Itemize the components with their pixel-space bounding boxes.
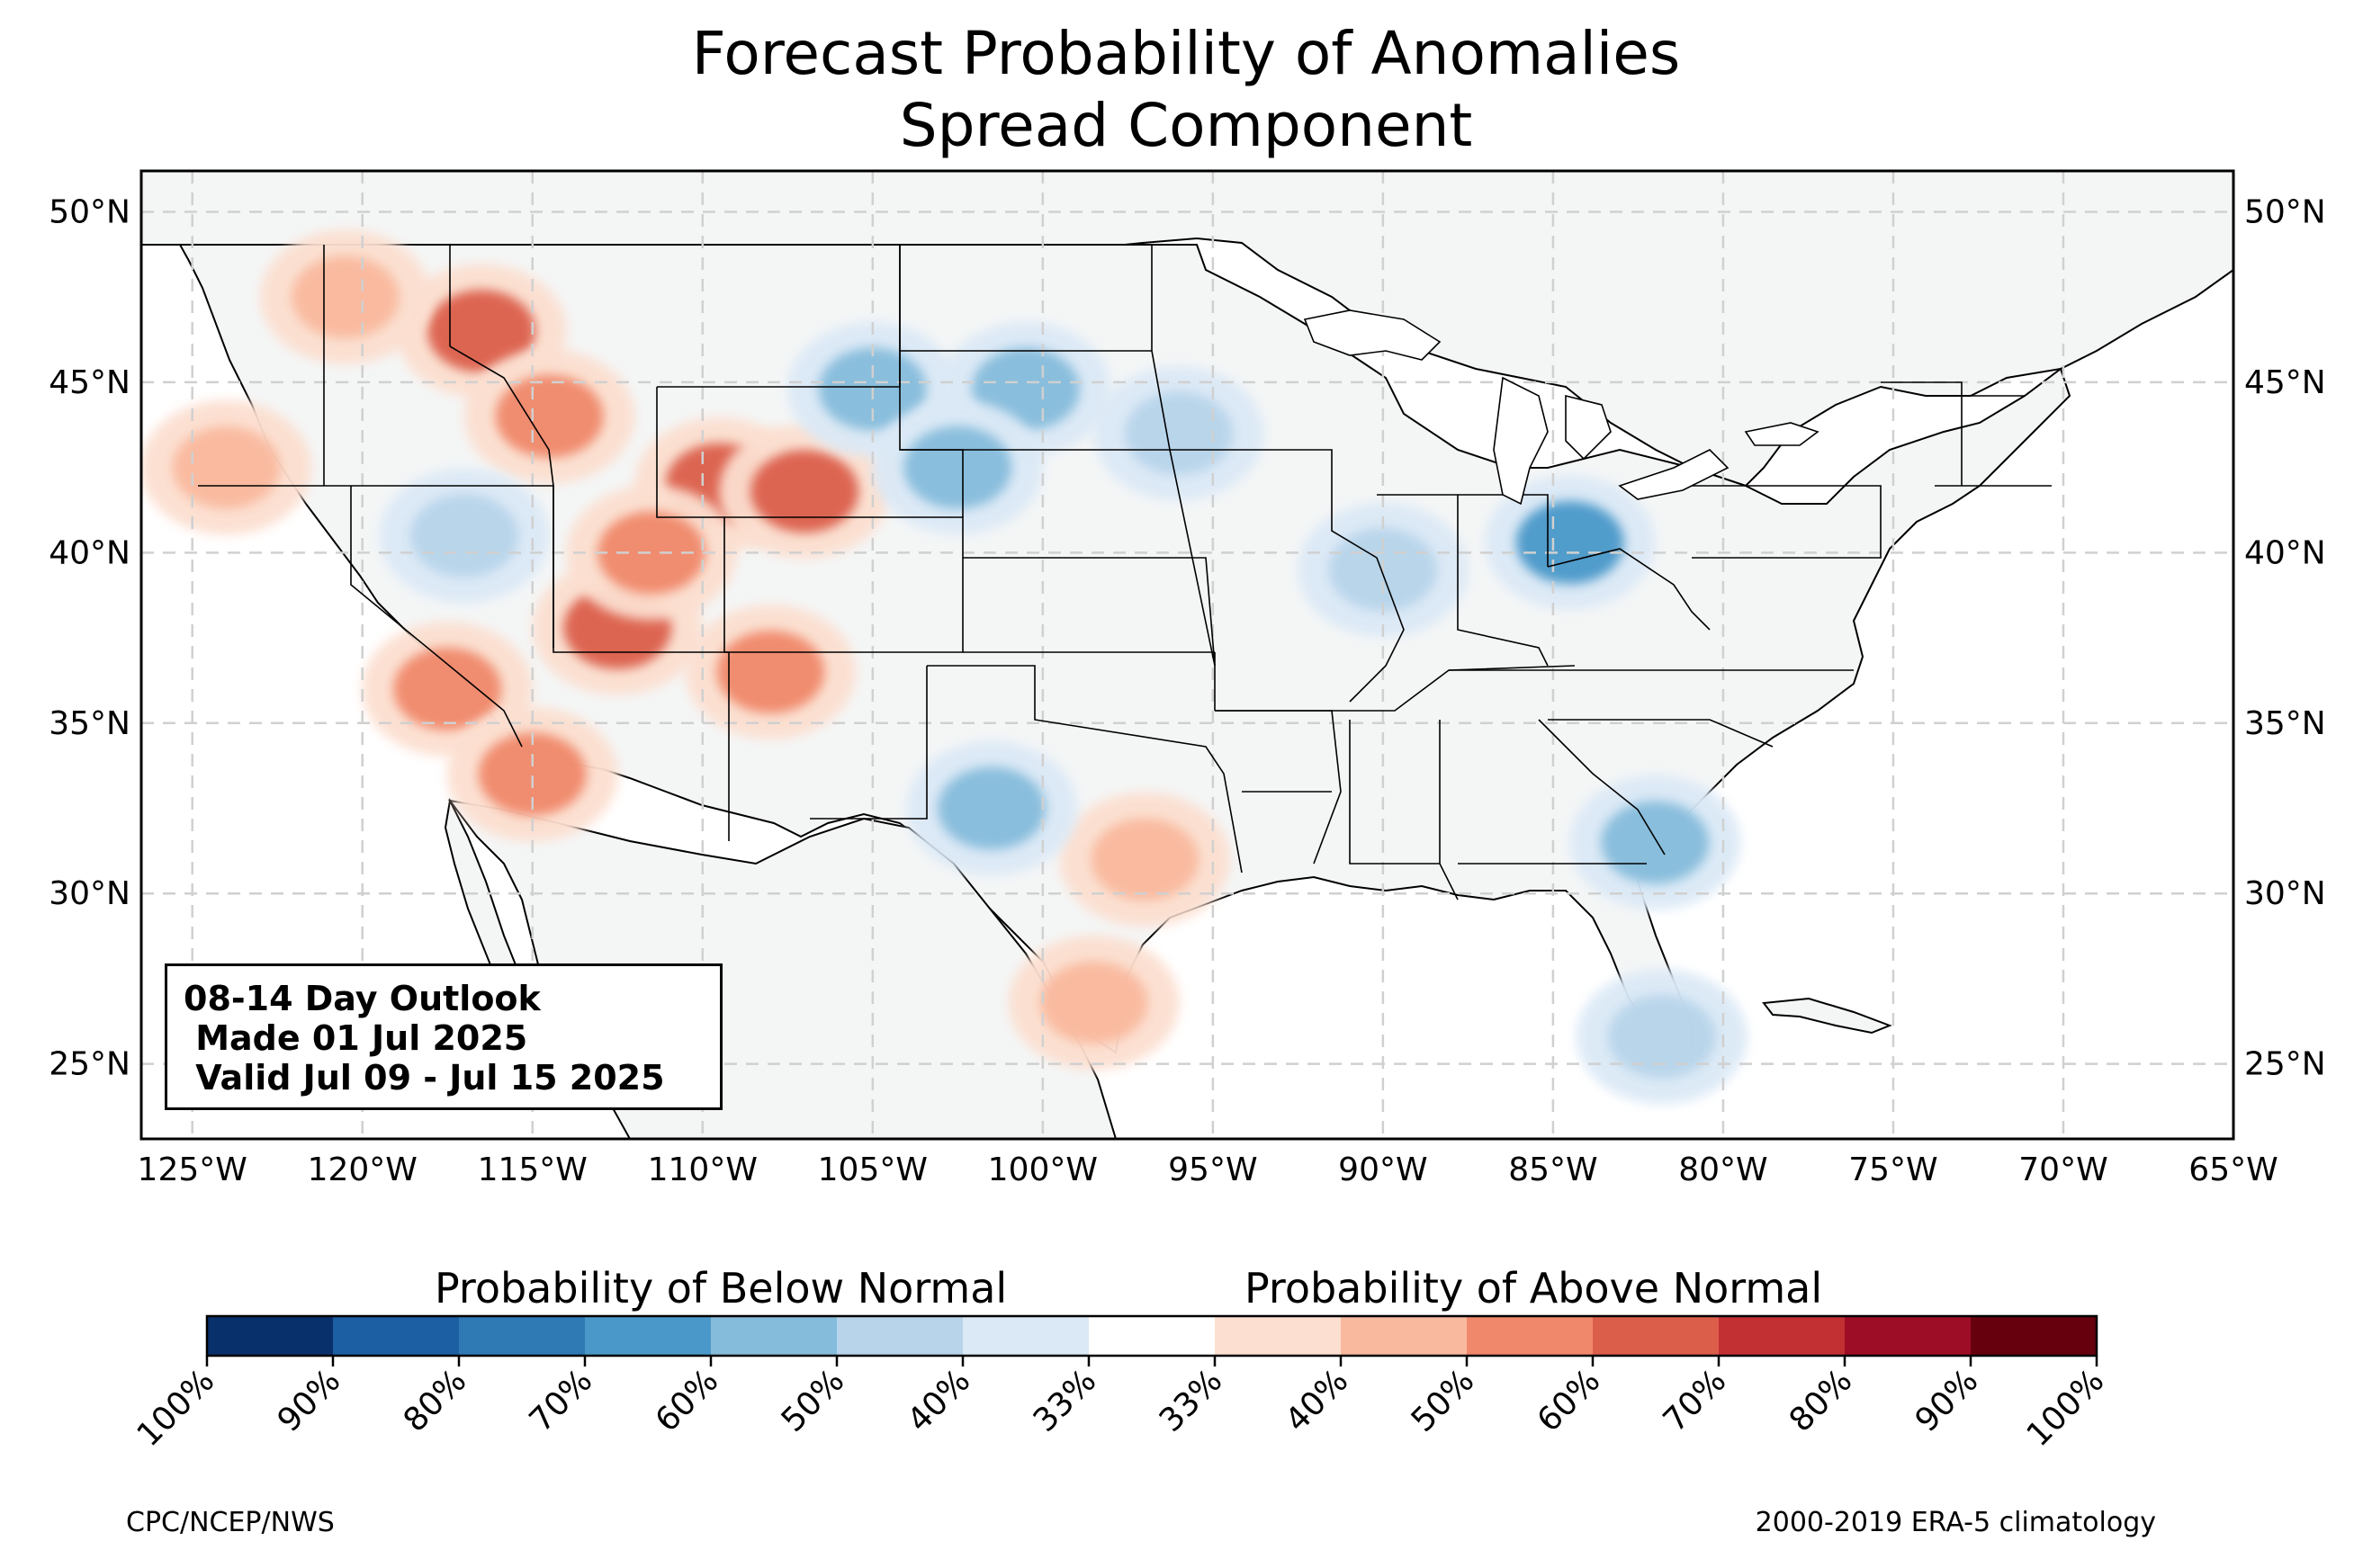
lon-tick-label: 125°W [138, 1151, 247, 1188]
lat-labels-left: 25°N 30°N 35°N 40°N 45°N 50°N [49, 193, 130, 1082]
title-line-1: Forecast Probability of Anomalies [691, 19, 1681, 88]
below-normal-core [410, 494, 519, 578]
above-normal-core [716, 630, 825, 713]
colorbar-swatch [1341, 1316, 1468, 1356]
lon-tick-label: 120°W [308, 1151, 418, 1188]
footer-climatology: 2000-2019 ERA-5 climatology [1755, 1507, 2156, 1538]
colorbar-tick-label: 33% [1153, 1362, 1230, 1439]
colorbar-swatch [459, 1316, 586, 1356]
colorbar-tick-label: 40% [1279, 1362, 1356, 1439]
colorbar-tick-label: 60% [1531, 1362, 1608, 1439]
lat-tick-label: 50°N [2244, 193, 2326, 230]
colorbar-above-title: Probability of Above Normal [1244, 1264, 1823, 1313]
lon-tick-label: 80°W [1678, 1151, 1767, 1188]
lon-tick-label: 95°W [1168, 1151, 1257, 1188]
colorbar-swatch [1467, 1316, 1594, 1356]
colorbar-tick-label: 100% [130, 1362, 222, 1454]
colorbar-outline [205, 1314, 2098, 1357]
anomaly-layer [141, 229, 1748, 1105]
lon-tick-label: 105°W [818, 1151, 928, 1188]
colorbar-tick-label: 90% [271, 1362, 348, 1439]
below-normal-core [1601, 801, 1710, 884]
lat-tick-label: 45°N [2244, 364, 2326, 401]
colorbar-swatch [1089, 1316, 1216, 1356]
colorbar-swatch [1971, 1316, 2098, 1356]
colorbar-tick-label: 80% [1783, 1362, 1860, 1439]
land-cuba [1762, 997, 1892, 1035]
lat-tick-label: 25°N [49, 1046, 130, 1083]
great-lakes [1303, 309, 1819, 506]
map-frame [139, 169, 2235, 1141]
colorbar-swatch [711, 1316, 838, 1356]
outlook-made-date: Made 01 Jul 2025 [184, 1018, 528, 1058]
colorbar-tick-label: 70% [523, 1362, 600, 1439]
land-canada [141, 171, 2233, 488]
colorbar-swatch [585, 1316, 712, 1356]
lon-tick-label: 85°W [1508, 1151, 1597, 1188]
lon-tick-label: 100°W [988, 1151, 1098, 1188]
lat-tick-label: 40°N [49, 534, 130, 571]
colorbar-tick-label: 50% [775, 1362, 852, 1439]
lat-tick-label: 30°N [2244, 875, 2326, 912]
title-line-2: Spread Component [899, 91, 1473, 160]
lon-tick-label: 90°W [1338, 1151, 1427, 1188]
colorbar-tick-label: 50% [1405, 1362, 1482, 1439]
lon-tick-label: 75°W [1848, 1151, 1937, 1188]
lon-tick-label: 115°W [478, 1151, 588, 1188]
outlook-valid-range: Valid Jul 09 - Jul 15 2025 [184, 1058, 665, 1098]
lat-labels-right: 25°N 30°N 35°N 40°N 45°N 50°N [2244, 193, 2326, 1082]
above-normal-core [291, 255, 400, 339]
lat-tick-label: 40°N [2244, 534, 2326, 571]
colorbar-swatch [963, 1316, 1090, 1356]
colorbar-tick-label: 60% [649, 1362, 726, 1439]
colorbar-swatch [1845, 1316, 1972, 1356]
above-normal-core [495, 374, 604, 458]
colorbar-swatch [1215, 1316, 1342, 1356]
lat-tick-label: 50°N [49, 193, 130, 230]
colorbar-tick-label: 90% [1909, 1362, 1986, 1439]
lon-tick-label: 70°W [2018, 1151, 2107, 1188]
lon-tick-label: 65°W [2188, 1151, 2278, 1188]
colorbar-ticks: 100% 90% 80% 70% 60% 50% 40% 33% 33% 40% 50% 60% 70%… [130, 1356, 2112, 1454]
lon-tick-label: 110°W [648, 1151, 758, 1188]
lat-tick-label: 35°N [49, 705, 130, 742]
colorbar-tick-label: 40% [901, 1362, 978, 1439]
lat-tick-label: 30°N [49, 875, 130, 912]
colorbar-tick-label: 80% [397, 1362, 474, 1439]
below-normal-core [938, 766, 1047, 850]
above-normal-core [478, 732, 587, 816]
colorbar-below-title: Probability of Below Normal [435, 1264, 1008, 1313]
lat-tick-label: 35°N [2244, 705, 2326, 742]
colorbar-swatch [1719, 1316, 1846, 1356]
footer-source: CPC/NCEP/NWS [126, 1507, 335, 1538]
above-normal-core [172, 426, 281, 509]
above-normal-core [1091, 818, 1199, 901]
below-normal-core [1125, 391, 1234, 475]
below-normal-core [1607, 995, 1716, 1079]
outlook-period: 08-14 Day Outlook [184, 979, 541, 1018]
colorbar-swatch [333, 1316, 460, 1356]
above-normal-core [427, 290, 536, 373]
colorbar-swatch [1593, 1316, 1720, 1356]
above-normal-core [1039, 961, 1148, 1044]
state-borders [198, 245, 2052, 900]
outlook-info-box: 08-14 Day Outlook Made 01 Jul 2025 Valid… [165, 963, 723, 1110]
lat-tick-label: 45°N [49, 364, 130, 401]
below-normal-core [903, 426, 1012, 509]
colorbar-swatch [837, 1316, 964, 1356]
colorbar [205, 1314, 2098, 1357]
map-title: Forecast Probability of Anomalies Spread… [0, 18, 2372, 162]
lat-tick-label: 25°N [2244, 1046, 2326, 1083]
colorbar-tick-label: 70% [1657, 1362, 1734, 1439]
lon-labels: 125°W 120°W 115°W 110°W 105°W 100°W 95°W 90°W 85… [138, 1151, 2278, 1188]
colorbar-tick-label: 100% [2020, 1362, 2112, 1454]
above-normal-core [750, 450, 859, 533]
below-normal-core [1515, 500, 1624, 584]
above-normal-core [597, 511, 706, 595]
above-normal-core [393, 647, 502, 730]
colorbar-swatch [207, 1316, 334, 1356]
colorbar-tick-label: 33% [1027, 1362, 1104, 1439]
